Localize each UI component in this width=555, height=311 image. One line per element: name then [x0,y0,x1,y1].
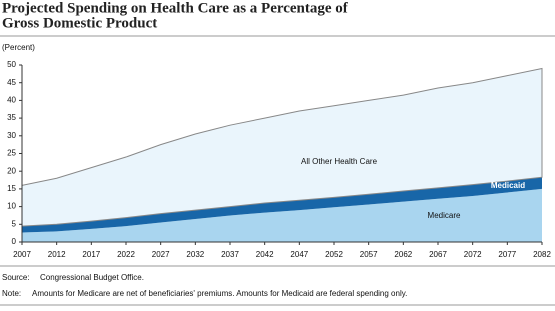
x-tick-label: 2017 [82,250,100,259]
y-tick-label: 45 [7,78,16,87]
chart-title: Projected Spending on Health Care as a P… [2,0,349,16]
x-tick-label: 2037 [221,250,239,259]
x-tick-label: 2012 [48,250,66,259]
chart-title: Gross Domestic Product [2,15,157,31]
y-tick-label: 10 [7,202,16,211]
y-tick-label: 40 [7,96,16,105]
x-tick-label: 2042 [256,250,274,259]
y-tick-label: 15 [7,184,16,193]
series-label: Medicare [428,211,461,220]
note-text: Congressional Budget Office. [40,273,144,282]
note-text: Amounts for Medicare are net of benefici… [32,289,407,298]
x-tick-label: 2072 [464,250,482,259]
x-tick-label: 2047 [290,250,308,259]
area [22,177,542,233]
y-tick-label: 0 [12,237,17,246]
x-tick-label: 2057 [360,250,378,259]
x-tick-label: 2077 [498,250,516,259]
y-tick-label: 5 [12,219,17,228]
note-label: Note: [2,289,21,298]
y-tick-label: 30 [7,131,16,140]
x-tick-label: 2032 [186,250,204,259]
y-axis-label: (Percent) [2,43,35,52]
note-label: Source: [2,273,30,282]
x-tick-label: 2052 [325,250,343,259]
x-tick-label: 2082 [533,250,551,259]
y-tick-label: 25 [7,149,16,158]
series-label: All Other Health Care [301,157,378,166]
x-tick-label: 2067 [429,250,447,259]
x-tick-label: 2027 [152,250,170,259]
series-label: Medicaid [491,181,525,190]
area [21,67,543,227]
x-tick-label: 2007 [13,250,31,259]
y-tick-label: 50 [7,60,16,69]
area [22,188,542,242]
y-tick-label: 35 [7,113,16,122]
x-tick-label: 2022 [117,250,135,259]
x-tick-label: 2062 [394,250,412,259]
y-tick-label: 20 [7,166,16,175]
